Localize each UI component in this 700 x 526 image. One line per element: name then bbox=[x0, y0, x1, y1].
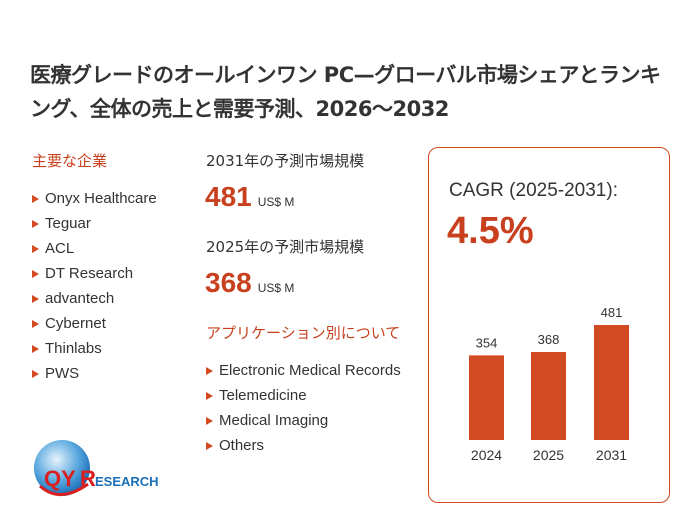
list-item: Onyx Healthcare bbox=[32, 186, 157, 211]
bar-2025 bbox=[531, 352, 566, 440]
application-name: Others bbox=[219, 437, 265, 454]
triangle-bullet-icon bbox=[32, 369, 39, 378]
application-name: Electronic Medical Records bbox=[219, 362, 401, 379]
cagr-value: 4.5% bbox=[447, 210, 534, 252]
list-item: ACL bbox=[32, 236, 157, 261]
company-name: ACL bbox=[45, 240, 75, 257]
list-item: Others bbox=[206, 433, 401, 458]
triangle-bullet-icon bbox=[206, 416, 213, 425]
triangle-bullet-icon bbox=[206, 366, 213, 375]
unit: US$ M bbox=[257, 195, 295, 209]
company-name: PWS bbox=[45, 365, 80, 382]
x-tick-label: 2025 bbox=[533, 447, 564, 463]
triangle-bullet-icon bbox=[32, 244, 39, 253]
svg-text:ESEARCH: ESEARCH bbox=[95, 474, 159, 489]
applications-heading: アプリケーション別について bbox=[206, 324, 401, 342]
forecast-2031-label: 2031年の予測市場規模 bbox=[206, 152, 365, 170]
triangle-bullet-icon bbox=[206, 441, 213, 450]
cagr-label: CAGR (2025-2031): bbox=[449, 180, 618, 201]
list-item: Thinlabs bbox=[32, 336, 157, 361]
x-tick-label: 2024 bbox=[471, 447, 502, 463]
company-name: Thinlabs bbox=[45, 340, 102, 357]
forecast-2031-value: 481 US$ M bbox=[205, 181, 294, 213]
company-name: Onyx Healthcare bbox=[45, 190, 157, 207]
bar-2031 bbox=[594, 325, 629, 440]
value: 481 bbox=[205, 181, 252, 212]
value: 368 bbox=[205, 267, 252, 298]
company-list: Onyx Healthcare Teguar ACL DT Research a… bbox=[32, 186, 157, 386]
forecast-2025-label: 2025年の予測市場規模 bbox=[206, 238, 365, 256]
list-item: Electronic Medical Records bbox=[206, 358, 401, 383]
list-item: Cybernet bbox=[32, 311, 157, 336]
list-item: Telemedicine bbox=[206, 383, 401, 408]
qyresearch-logo: QY R ESEARCH bbox=[30, 436, 170, 506]
bar-chart: 354 2024 368 2025 481 2031 bbox=[469, 305, 629, 463]
triangle-bullet-icon bbox=[32, 219, 39, 228]
list-item: DT Research bbox=[32, 261, 157, 286]
data-label: 354 bbox=[476, 335, 498, 350]
bar-2024 bbox=[469, 355, 504, 440]
application-list: Electronic Medical Records Telemedicine … bbox=[206, 358, 401, 458]
company-name: DT Research bbox=[45, 265, 134, 282]
company-name: Cybernet bbox=[45, 315, 106, 332]
triangle-bullet-icon bbox=[32, 344, 39, 353]
list-item: PWS bbox=[32, 361, 157, 386]
list-item: Medical Imaging bbox=[206, 408, 401, 433]
triangle-bullet-icon bbox=[206, 391, 213, 400]
triangle-bullet-icon bbox=[32, 194, 39, 203]
application-name: Telemedicine bbox=[219, 387, 307, 404]
cagr-card: CAGR (2025-2031): 4.5% 354 2024 368 2025 481… bbox=[428, 147, 670, 503]
svg-text:R: R bbox=[80, 466, 96, 491]
list-item: advantech bbox=[32, 286, 157, 311]
forecast-2025-value: 368 US$ M bbox=[205, 267, 294, 299]
unit: US$ M bbox=[257, 281, 295, 295]
company-name: advantech bbox=[45, 290, 115, 307]
data-label: 368 bbox=[538, 332, 560, 347]
application-name: Medical Imaging bbox=[219, 412, 329, 429]
data-label: 481 bbox=[601, 305, 623, 320]
x-tick-label: 2031 bbox=[596, 447, 627, 463]
triangle-bullet-icon bbox=[32, 319, 39, 328]
page-title: 医療グレードのオールインワン PC—グローバル市場シェアとランキング、全体の売上… bbox=[30, 63, 661, 121]
companies-heading: 主要な企業 bbox=[32, 152, 108, 170]
company-name: Teguar bbox=[45, 215, 91, 232]
svg-text:QY: QY bbox=[44, 466, 76, 491]
list-item: Teguar bbox=[32, 211, 157, 236]
triangle-bullet-icon bbox=[32, 269, 39, 278]
triangle-bullet-icon bbox=[32, 294, 39, 303]
